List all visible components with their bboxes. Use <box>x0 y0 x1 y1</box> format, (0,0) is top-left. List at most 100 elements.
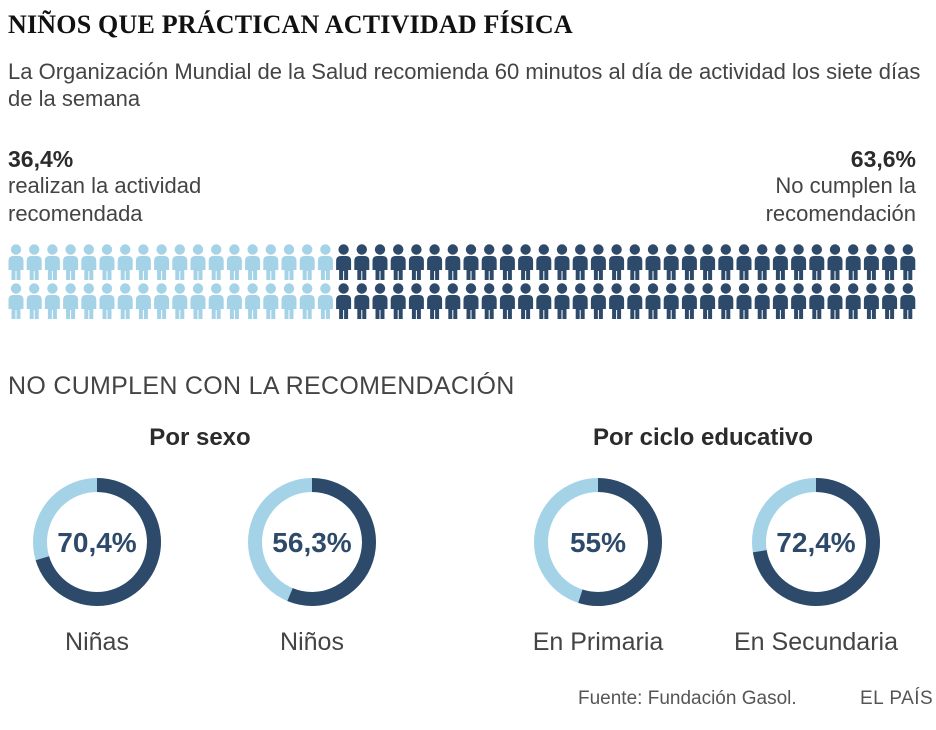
person-icon-active <box>44 244 60 280</box>
person-icon-inactive <box>572 283 588 319</box>
person-icon-active <box>317 283 333 319</box>
person-icon-inactive <box>845 283 861 319</box>
summary-right-text: No cumplen la recomendación <box>765 173 916 226</box>
person-icon-inactive <box>354 244 370 280</box>
person-icon-inactive <box>445 283 461 319</box>
person-icon-inactive <box>700 283 716 319</box>
person-icon-inactive <box>863 283 879 319</box>
person-icon-inactive <box>663 283 679 319</box>
person-icon-active <box>44 283 60 319</box>
donut-secundaria: 72,4% <box>752 478 880 606</box>
person-icon-inactive <box>645 244 661 280</box>
donut-primaria: 55% <box>534 478 662 606</box>
person-icon-active <box>26 283 42 319</box>
person-icon-active <box>245 244 261 280</box>
person-icon-inactive <box>390 244 406 280</box>
person-icon-inactive <box>791 244 807 280</box>
person-icon-inactive <box>463 244 479 280</box>
person-icon-active <box>172 283 188 319</box>
person-icon-active <box>190 244 206 280</box>
group-title-sex: Por sexo <box>149 424 251 451</box>
donut-label-primaria: En Primaria <box>532 628 664 656</box>
donut-arc-value <box>287 478 376 606</box>
person-icon-inactive <box>572 244 588 280</box>
person-icon-inactive <box>427 283 443 319</box>
donut-arc-value <box>35 478 161 606</box>
chart-subtitle: La Organización Mundial de la Salud reco… <box>8 59 921 111</box>
person-icon-active <box>8 244 24 280</box>
person-icon-inactive <box>390 283 406 319</box>
person-icon-active <box>154 244 170 280</box>
person-icon-inactive <box>518 244 534 280</box>
person-icon-inactive <box>736 244 752 280</box>
person-icon-active <box>99 244 115 280</box>
donut-label-ninas: Niñas <box>65 628 129 656</box>
person-icon-active <box>135 244 151 280</box>
person-icon-active <box>117 244 133 280</box>
person-icon-active <box>99 283 115 319</box>
person-icon-inactive <box>882 244 898 280</box>
person-icon-inactive <box>754 283 770 319</box>
donut-value-label: 56,3% <box>272 527 351 558</box>
person-icon-inactive <box>772 283 788 319</box>
person-icon-inactive <box>481 283 497 319</box>
donut-arc-value <box>752 478 880 606</box>
person-icon-active <box>26 244 42 280</box>
person-icon-active <box>81 283 97 319</box>
person-icon-inactive <box>663 244 679 280</box>
person-icon-inactive <box>681 283 697 319</box>
group-title-cycle: Por ciclo educativo <box>592 424 814 451</box>
person-icon-inactive <box>900 244 916 280</box>
section-title: NO CUMPLEN CON LA RECOMENDACIÓN <box>8 372 515 400</box>
person-icon-active <box>299 283 315 319</box>
person-icon-inactive <box>645 283 661 319</box>
person-icon-inactive <box>554 283 570 319</box>
person-icon-active <box>81 244 97 280</box>
person-icon-inactive <box>408 283 424 319</box>
person-icon-inactive <box>700 244 716 280</box>
person-icon-inactive <box>499 244 515 280</box>
person-icon-active <box>172 244 188 280</box>
person-icon-active <box>135 283 151 319</box>
person-icon-active <box>281 283 297 319</box>
person-icon-inactive <box>827 244 843 280</box>
person-icon-inactive <box>536 244 552 280</box>
person-icon-inactive <box>627 244 643 280</box>
person-icon-inactive <box>354 283 370 319</box>
person-icon-inactive <box>609 244 625 280</box>
source-note: Fuente: Fundación Gasol. <box>578 688 797 709</box>
donut-charts: 70,4% 56,3% 55% 72,4% <box>33 478 880 606</box>
summary-right: 63,6% No cumplen la recomendación <box>716 146 916 228</box>
pictogram-people <box>8 244 916 319</box>
donut-value-label: 72,4% <box>776 527 855 558</box>
person-icon-active <box>208 244 224 280</box>
person-icon-active <box>208 283 224 319</box>
person-icon-inactive <box>372 244 388 280</box>
person-icon-inactive <box>427 244 443 280</box>
person-icon-active <box>263 244 279 280</box>
person-icon-inactive <box>518 283 534 319</box>
person-icon-inactive <box>590 283 606 319</box>
person-icon-inactive <box>809 244 825 280</box>
person-icon-inactive <box>791 283 807 319</box>
person-icon-inactive <box>408 244 424 280</box>
donut-label-secundaria: En Secundaria <box>733 628 899 656</box>
chart-title: NIÑOS QUE PRÁCTICAN ACTIVIDAD FÍSICA <box>8 10 573 39</box>
person-icon-active <box>117 283 133 319</box>
person-icon-inactive <box>900 283 916 319</box>
summary-left-value: 36,4% <box>8 146 74 172</box>
donut-ninos: 56,3% <box>248 478 376 606</box>
person-icon-inactive <box>336 283 352 319</box>
person-icon-active <box>226 244 242 280</box>
person-icon-inactive <box>609 283 625 319</box>
person-icon-inactive <box>681 244 697 280</box>
person-icon-inactive <box>863 244 879 280</box>
person-icon-active <box>281 244 297 280</box>
person-icon-inactive <box>336 244 352 280</box>
person-icon-active <box>226 283 242 319</box>
person-icon-inactive <box>718 283 734 319</box>
person-icon-inactive <box>499 283 515 319</box>
person-icon-active <box>8 283 24 319</box>
person-icon-inactive <box>845 244 861 280</box>
person-icon-active <box>245 283 261 319</box>
